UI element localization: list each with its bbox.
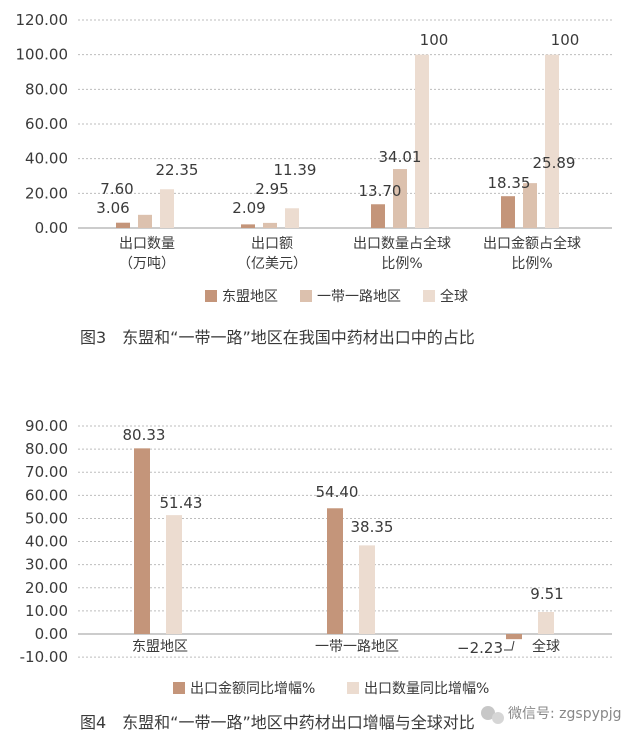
x-category-label: 出口数量占全球 [353, 235, 451, 252]
x-category-label: 东盟地区 [132, 639, 188, 655]
data-label: 11.39 [274, 161, 317, 179]
bar [545, 54, 559, 228]
bar [538, 612, 554, 634]
y-tick-label: 90.00 [25, 417, 68, 435]
bar [166, 515, 182, 634]
watermark: 微信号: zgspypjg [481, 706, 622, 724]
x-category-label: 比例% [511, 256, 552, 272]
y-tick-label: 10.00 [25, 602, 68, 620]
data-label: 22.35 [156, 161, 199, 179]
y-tick-label: 80.00 [25, 440, 68, 458]
y-tick-label: 40.00 [25, 533, 68, 551]
data-label: 2.95 [255, 180, 288, 198]
bar [327, 508, 343, 634]
bar [415, 54, 429, 228]
legend-swatch [173, 682, 185, 694]
bar [285, 208, 299, 228]
data-label: 9.51 [530, 585, 563, 603]
y-tick-label: 30.00 [25, 556, 68, 574]
legend-label: 全球 [440, 288, 468, 305]
bar [138, 214, 152, 228]
data-label: 7.60 [100, 180, 133, 198]
legend-swatch [347, 682, 359, 694]
y-tick-label: -10.00 [20, 648, 68, 666]
data-label: 100 [551, 31, 580, 49]
legend-label: 出口金额同比增幅% [190, 681, 315, 697]
bar [523, 183, 537, 228]
x-category-label: 比例% [381, 256, 422, 272]
y-tick-label: 0.00 [35, 625, 68, 643]
bar [501, 196, 515, 228]
y-tick-label: 120.00 [16, 11, 69, 29]
x-category-label: （亿美元） [237, 256, 307, 272]
bar [116, 222, 130, 228]
y-tick-label: 60.00 [25, 115, 68, 133]
bar [506, 634, 522, 640]
data-label: 80.33 [123, 426, 166, 444]
y-tick-label: 100.00 [16, 46, 69, 64]
data-label: 38.35 [351, 518, 394, 536]
bar [371, 204, 385, 228]
x-category-label: 出口数量 [119, 236, 175, 252]
data-label: 18.35 [488, 174, 531, 192]
x-category-label: 一带一路地区 [315, 639, 399, 655]
wechat-bubble [481, 706, 495, 720]
data-label: 100 [420, 31, 449, 49]
figure3-chart: 0.00 20.00 40.00 60.00 80.00 100.00 120.00 3.06… [16, 11, 612, 347]
y-tick-label: 60.00 [25, 486, 68, 504]
legend-swatch [423, 290, 435, 302]
figure3-caption: 图3 东盟和“一带一路”地区在我国中药材出口中的占比 [80, 328, 475, 347]
y-tick-label: 0.00 [35, 219, 68, 237]
data-label: 54.40 [316, 483, 359, 501]
data-label: 2.09 [232, 199, 265, 217]
y-tick-label: 80.00 [25, 80, 68, 98]
x-category-label: 全球 [532, 638, 560, 655]
y-tick-label: 70.00 [25, 463, 68, 481]
y-tick-label: 50.00 [25, 509, 68, 527]
x-category-label: 出口金额占全球 [483, 235, 581, 252]
data-label: −2.23 [457, 639, 503, 657]
y-tick-label: 20.00 [25, 579, 68, 597]
data-label: 34.01 [379, 148, 422, 166]
wechat-icon [481, 706, 504, 724]
legend-swatch [205, 290, 217, 302]
bar [359, 545, 375, 634]
figure4-chart: -10.00 0.00 10.00 20.00 30.00 40.00 50.00 60.00… [20, 417, 612, 732]
legend-swatch [300, 290, 312, 302]
data-label: 51.43 [160, 494, 203, 512]
data-label: 13.70 [359, 182, 402, 200]
watermark-text: 微信号: zgspypjg [508, 706, 622, 722]
wechat-bubble [492, 712, 504, 724]
bar [241, 224, 255, 228]
y-tick-label: 40.00 [25, 150, 68, 168]
x-category-label: 出口额 [251, 236, 293, 252]
label-leader-line [504, 640, 515, 651]
bar [393, 169, 407, 228]
bar [134, 448, 150, 634]
data-label: 3.06 [96, 199, 129, 217]
figure4-caption: 图4 东盟和“一带一路”地区中药材出口增幅与全球对比 [80, 713, 475, 732]
legend-label: 一带一路地区 [317, 289, 401, 305]
legend-label: 东盟地区 [222, 289, 278, 305]
bar [160, 189, 174, 228]
data-label: 25.89 [533, 154, 576, 172]
legend-label: 出口数量同比增幅% [364, 681, 489, 697]
bar [263, 222, 277, 228]
x-category-label: （万吨） [119, 256, 175, 272]
y-tick-label: 20.00 [25, 184, 68, 202]
